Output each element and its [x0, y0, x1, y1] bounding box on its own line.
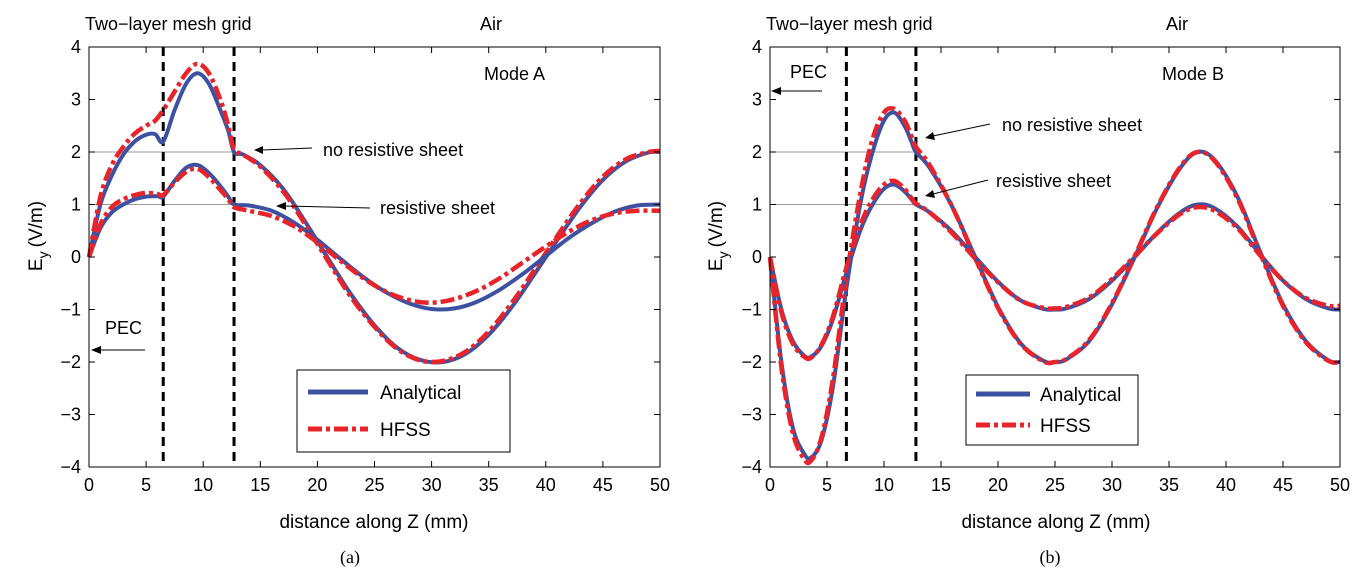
annotation-no-resistive-sheet-b: no resistive sheet	[1002, 115, 1142, 135]
y-tick-label-b-2: 2	[752, 142, 762, 162]
region-label-mesh-b: Two−layer mesh grid	[766, 14, 933, 34]
y-tick-label-b--2: −2	[741, 352, 762, 372]
mode-label-a: Mode A	[484, 64, 545, 84]
annotation-pec-b: PEC	[790, 62, 827, 82]
y-tick-label-b-0: 0	[752, 247, 762, 267]
x-tick-label-b-40: 40	[1216, 475, 1236, 495]
x-tick-label-a-50: 50	[650, 475, 670, 495]
y-tick-label-a-4: 4	[71, 37, 81, 57]
x-tick-label-a-10: 10	[193, 475, 213, 495]
plot-area-b	[767, 47, 1341, 467]
arrow-pec-b	[771, 87, 822, 95]
series-line-a-hfss-1	[86, 61, 661, 365]
arrow-no-resistive-sheet-a	[254, 146, 313, 154]
x-tick-label-a-25: 25	[364, 475, 384, 495]
y-axis-label-sub-a: y	[35, 251, 51, 258]
x-tick-label-a-45: 45	[593, 475, 613, 495]
series-line-a-analytical-0	[87, 71, 661, 365]
x-tick-label-a-5: 5	[141, 475, 151, 495]
x-tick-label-b-15: 15	[931, 475, 951, 495]
legend-b: Analytical HFSS	[965, 374, 1139, 446]
arrow-no-resistive-sheet-b	[925, 123, 991, 140]
arrow-pec-a	[91, 346, 145, 354]
y-tick-label-b-1: 1	[752, 195, 762, 215]
series-line-b-hfss-3	[767, 178, 1341, 362]
plot-area-a	[86, 47, 661, 467]
mode-label-b: Mode B	[1162, 64, 1224, 84]
x-tick-label-a-40: 40	[536, 475, 556, 495]
x-axis-label-b: distance along Z (mm)	[961, 512, 1150, 533]
chart-panel-a: 0 5 10 15 20 25 30 35 40 45 50 −4 −3 −2 −1 0 1 2 3 4 Two−la…	[26, 14, 670, 568]
y-axis-label-main-b: E	[706, 258, 727, 271]
x-tick-label-b-25: 25	[1045, 475, 1065, 495]
y-tick-label-a-3: 3	[71, 90, 81, 110]
axes-a: 0 5 10 15 20 25 30 35 40 45 50 −4 −3 −2 −1 0 1 2 3 4	[60, 37, 670, 495]
y-tick-label-a-0: 0	[71, 247, 81, 267]
annotation-no-resistive-sheet-a: no resistive sheet	[323, 140, 463, 160]
legend-label-hfss-a: HFSS	[380, 420, 431, 441]
x-tick-label-b-45: 45	[1273, 475, 1293, 495]
y-axis-label-sub-b: y	[715, 251, 731, 258]
x-tick-label-b-10: 10	[874, 475, 894, 495]
series-line-a-hfss-3	[86, 166, 661, 305]
legend-label-hfss-b: HFSS	[1040, 416, 1091, 437]
x-tick-label-b-50: 50	[1330, 475, 1350, 495]
y-axis-label-unit-b: (V/m)	[706, 201, 727, 247]
y-axis-label-unit-a: (V/m)	[26, 201, 47, 247]
y-tick-label-b--4: −4	[741, 457, 762, 477]
arrow-resistive-sheet-b	[925, 179, 989, 198]
region-label-air-a: Air	[480, 14, 502, 34]
y-tick-label-a-1: 1	[71, 195, 81, 215]
y-axis-label-b: Ey (V/m)	[706, 201, 731, 271]
y-tick-label-b-3: 3	[752, 90, 762, 110]
arrow-resistive-sheet-a	[276, 202, 371, 210]
caption-b: (b)	[1040, 547, 1061, 568]
y-axis-label-a: Ey (V/m)	[26, 201, 51, 271]
y-tick-label-b-4: 4	[752, 37, 762, 57]
annotation-pec-a: PEC	[105, 318, 142, 338]
y-tick-label-a--1: −1	[60, 300, 81, 320]
y-tick-label-a-2: 2	[71, 142, 81, 162]
y-tick-label-b--3: −3	[741, 405, 762, 425]
x-tick-label-b-35: 35	[1159, 475, 1179, 495]
caption-a: (a)	[340, 547, 360, 568]
x-tick-label-b-0: 0	[765, 475, 775, 495]
x-tick-label-a-30: 30	[422, 475, 442, 495]
legend-a: Analytical HFSS	[296, 369, 511, 453]
x-tick-label-b-5: 5	[822, 475, 832, 495]
y-tick-label-a--2: −2	[60, 352, 81, 372]
legend-label-analytical-b: Analytical	[1040, 385, 1121, 406]
x-tick-label-b-30: 30	[1102, 475, 1122, 495]
x-tick-label-a-20: 20	[307, 475, 327, 495]
x-tick-label-a-35: 35	[479, 475, 499, 495]
legend-label-analytical-a: Analytical	[380, 383, 461, 404]
x-tick-label-b-20: 20	[988, 475, 1008, 495]
x-tick-label-a-0: 0	[84, 475, 94, 495]
annotation-resistive-sheet-b: resistive sheet	[996, 171, 1111, 191]
x-axis-label-a: distance along Z (mm)	[279, 512, 468, 533]
chart-panel-b: 0 5 10 15 20 25 30 35 40 45 50 −4 −3 −2 −1 0 1 2 3 4 Two−la…	[706, 14, 1350, 568]
annotation-resistive-sheet-a: resistive sheet	[380, 198, 495, 218]
region-label-mesh-a: Two−layer mesh grid	[85, 14, 252, 34]
axes-b: 0 5 10 15 20 25 30 35 40 45 50 −4 −3 −2 −1 0 1 2 3 4	[741, 37, 1350, 495]
y-tick-label-b--1: −1	[741, 300, 762, 320]
region-label-air-b: Air	[1166, 14, 1188, 34]
y-axis-label-main-a: E	[26, 258, 47, 271]
series-line-a-analytical-2	[87, 162, 661, 312]
y-tick-label-a--4: −4	[60, 457, 81, 477]
y-tick-label-a--3: −3	[60, 405, 81, 425]
x-tick-label-a-15: 15	[250, 475, 270, 495]
